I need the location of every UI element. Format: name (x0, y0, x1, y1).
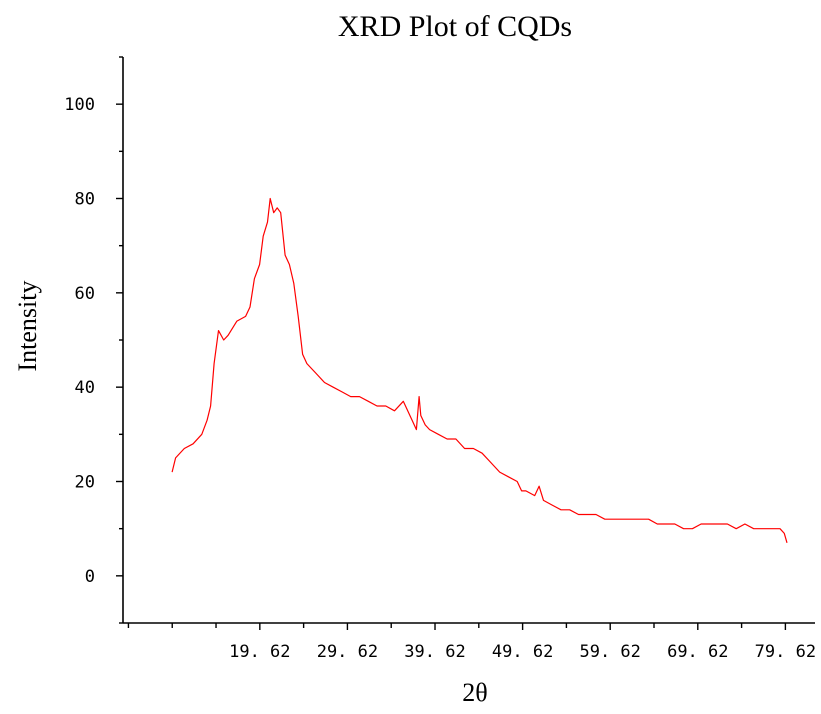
plot-area: 0 20 40 60 80 100 19. 62 29. 62 39. 62 49. 62 59.… (64, 56, 816, 662)
xrd-series-line (171, 197, 788, 543)
x-tick-label: 49. 62 (492, 642, 553, 662)
x-tick-label: 79. 62 (755, 642, 816, 662)
y-tick-label: 0 (85, 567, 95, 587)
x-axis-label: 2θ (462, 678, 487, 707)
chart-title: XRD Plot of CQDs (338, 10, 572, 43)
y-tick-label: 60 (75, 284, 95, 304)
x-tick-label: 59. 62 (579, 642, 640, 662)
y-tick-label: 40 (75, 378, 95, 398)
y-tick-label: 100 (64, 95, 95, 115)
x-tick-label: 19. 62 (229, 642, 290, 662)
y-axis-ticks: 0 20 40 60 80 100 (64, 56, 123, 624)
y-axis-label: Intensity (13, 281, 42, 372)
series-layer (171, 197, 788, 543)
y-tick-label: 80 (75, 190, 95, 210)
y-tick-label: 20 (75, 473, 95, 493)
x-tick-label: 29. 62 (317, 642, 378, 662)
x-axis-ticks: 19. 62 29. 62 39. 62 49. 62 59. 62 69. 62 79. … (127, 623, 816, 662)
x-tick-label: 39. 62 (404, 642, 465, 662)
x-tick-label: 69. 62 (667, 642, 728, 662)
